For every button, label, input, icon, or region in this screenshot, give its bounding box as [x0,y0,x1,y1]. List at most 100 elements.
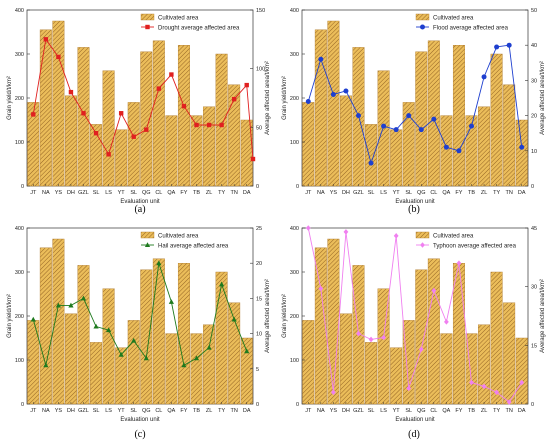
panel-a: 0 100 200 300 400 0 50 100 150 JT NA YS DH GZL SL LS YT S… [7,8,271,215]
y-axis-title: Grain yield/t/km² [7,294,13,338]
x-tick-label: CL [430,408,437,414]
y-tick-label: 100 [290,140,299,146]
series-point [381,334,387,341]
x-tick-label: DH [342,408,350,414]
bar [64,313,77,405]
x-tick-label: ZL [481,190,487,196]
y2-tick-label: 100 [256,67,265,73]
y2-axis-title: Average affected area/t/km² [540,279,546,353]
x-tick-label: SL [130,408,137,414]
y-tick-label: 400 [15,8,24,14]
bar [452,45,465,187]
y2-tick-label: 40 [531,43,537,49]
legend-line-marker [144,242,151,247]
series-point [318,285,324,292]
y-tick-label: 0 [296,184,299,190]
y-tick-label: 100 [15,358,24,364]
x-tick-label: LS [380,190,387,196]
x-tick-label: ZL [481,408,487,414]
bar [427,40,440,187]
series-point [106,152,111,157]
x-tick-label: FY [455,408,462,414]
x-tick-label: JT [305,408,312,414]
bar [365,342,378,405]
bar [402,320,415,405]
x-tick-label: GZL [78,408,89,414]
x-tick-label: QG [417,190,426,196]
series-point [244,82,249,88]
series-point [456,260,462,266]
bar [339,95,352,187]
bar [490,271,503,405]
bar [64,95,77,187]
x-axis-title: Evaluation unit [120,199,160,205]
series-point [494,389,500,396]
y-tick-label: 300 [15,52,24,58]
y-tick-label: 300 [290,270,299,276]
series-point [481,383,487,390]
series-point [219,281,225,287]
x-axis-title: Evaluation unit [395,199,435,205]
x-tick-label: YS [55,408,63,414]
y-tick-label: 200 [15,314,24,320]
bar [302,320,315,405]
bar [478,106,491,187]
panel-label: (d) [408,429,420,440]
y2-tick-label: 10 [531,149,537,155]
bar [302,102,315,187]
plot-frame [301,9,529,187]
x-tick-label: QG [142,408,151,414]
y-tick-label: 400 [15,226,24,232]
legend-line-label: Drought average affected area [158,26,240,32]
series-point [356,330,361,337]
bar [152,40,165,187]
y2-axis-title: Average affected area/t/km² [265,61,271,135]
series-point [431,287,437,294]
x-tick-label: SL [405,190,412,196]
bar [177,45,190,187]
series-point [31,112,36,117]
x-tick-label: YT [393,408,401,414]
bar [165,115,178,187]
series-point [305,99,311,105]
bar [190,333,203,405]
y2-tick-label: 15 [531,343,537,349]
series-point [194,122,199,128]
panel-d: 0 100 200 300 400 0 15 30 45 JT NA YS DH GZL SL LS YT SL Q… [282,225,546,440]
bar [140,269,153,405]
y-tick-label: 200 [290,314,299,320]
legend-line-marker [420,242,425,248]
x-tick-label: JT [30,408,37,414]
x-tick-label: QG [417,408,426,414]
bar [339,313,352,405]
y-tick-label: 400 [290,8,299,14]
x-tick-label: FY [180,190,187,196]
series-point [368,160,374,166]
bar [314,29,327,187]
legend-line-label: Hail average affected area [158,244,229,250]
series-point [144,127,149,132]
series-point [206,122,212,128]
y2-tick-label: 0 [531,402,534,408]
series-point [381,123,387,129]
legend-bar-label: Cultivated area [158,234,199,240]
x-tick-label: NA [42,408,50,414]
x-tick-label: JT [30,190,37,196]
y-tick-label: 100 [15,140,24,146]
x-tick-label: SL [405,408,412,414]
y2-tick-label: 45 [531,226,537,232]
y-axis-title: Grain yield/t/km² [282,294,288,338]
x-tick-label: QA [167,408,175,414]
bar [440,115,453,187]
bar [415,269,428,405]
panel-c: 0 100 200 300 400 0 5 10 15 20 25 JT NA YS DH GZL SL LS YT… [7,226,271,440]
bar [515,119,528,187]
x-tick-label: GZL [78,190,89,196]
bar [203,106,216,187]
x-tick-label: QG [142,190,151,196]
bar [390,129,403,187]
legend-bar-swatch [415,231,430,239]
bar [203,324,216,405]
legend-bar-label: Cultivated area [433,16,474,22]
